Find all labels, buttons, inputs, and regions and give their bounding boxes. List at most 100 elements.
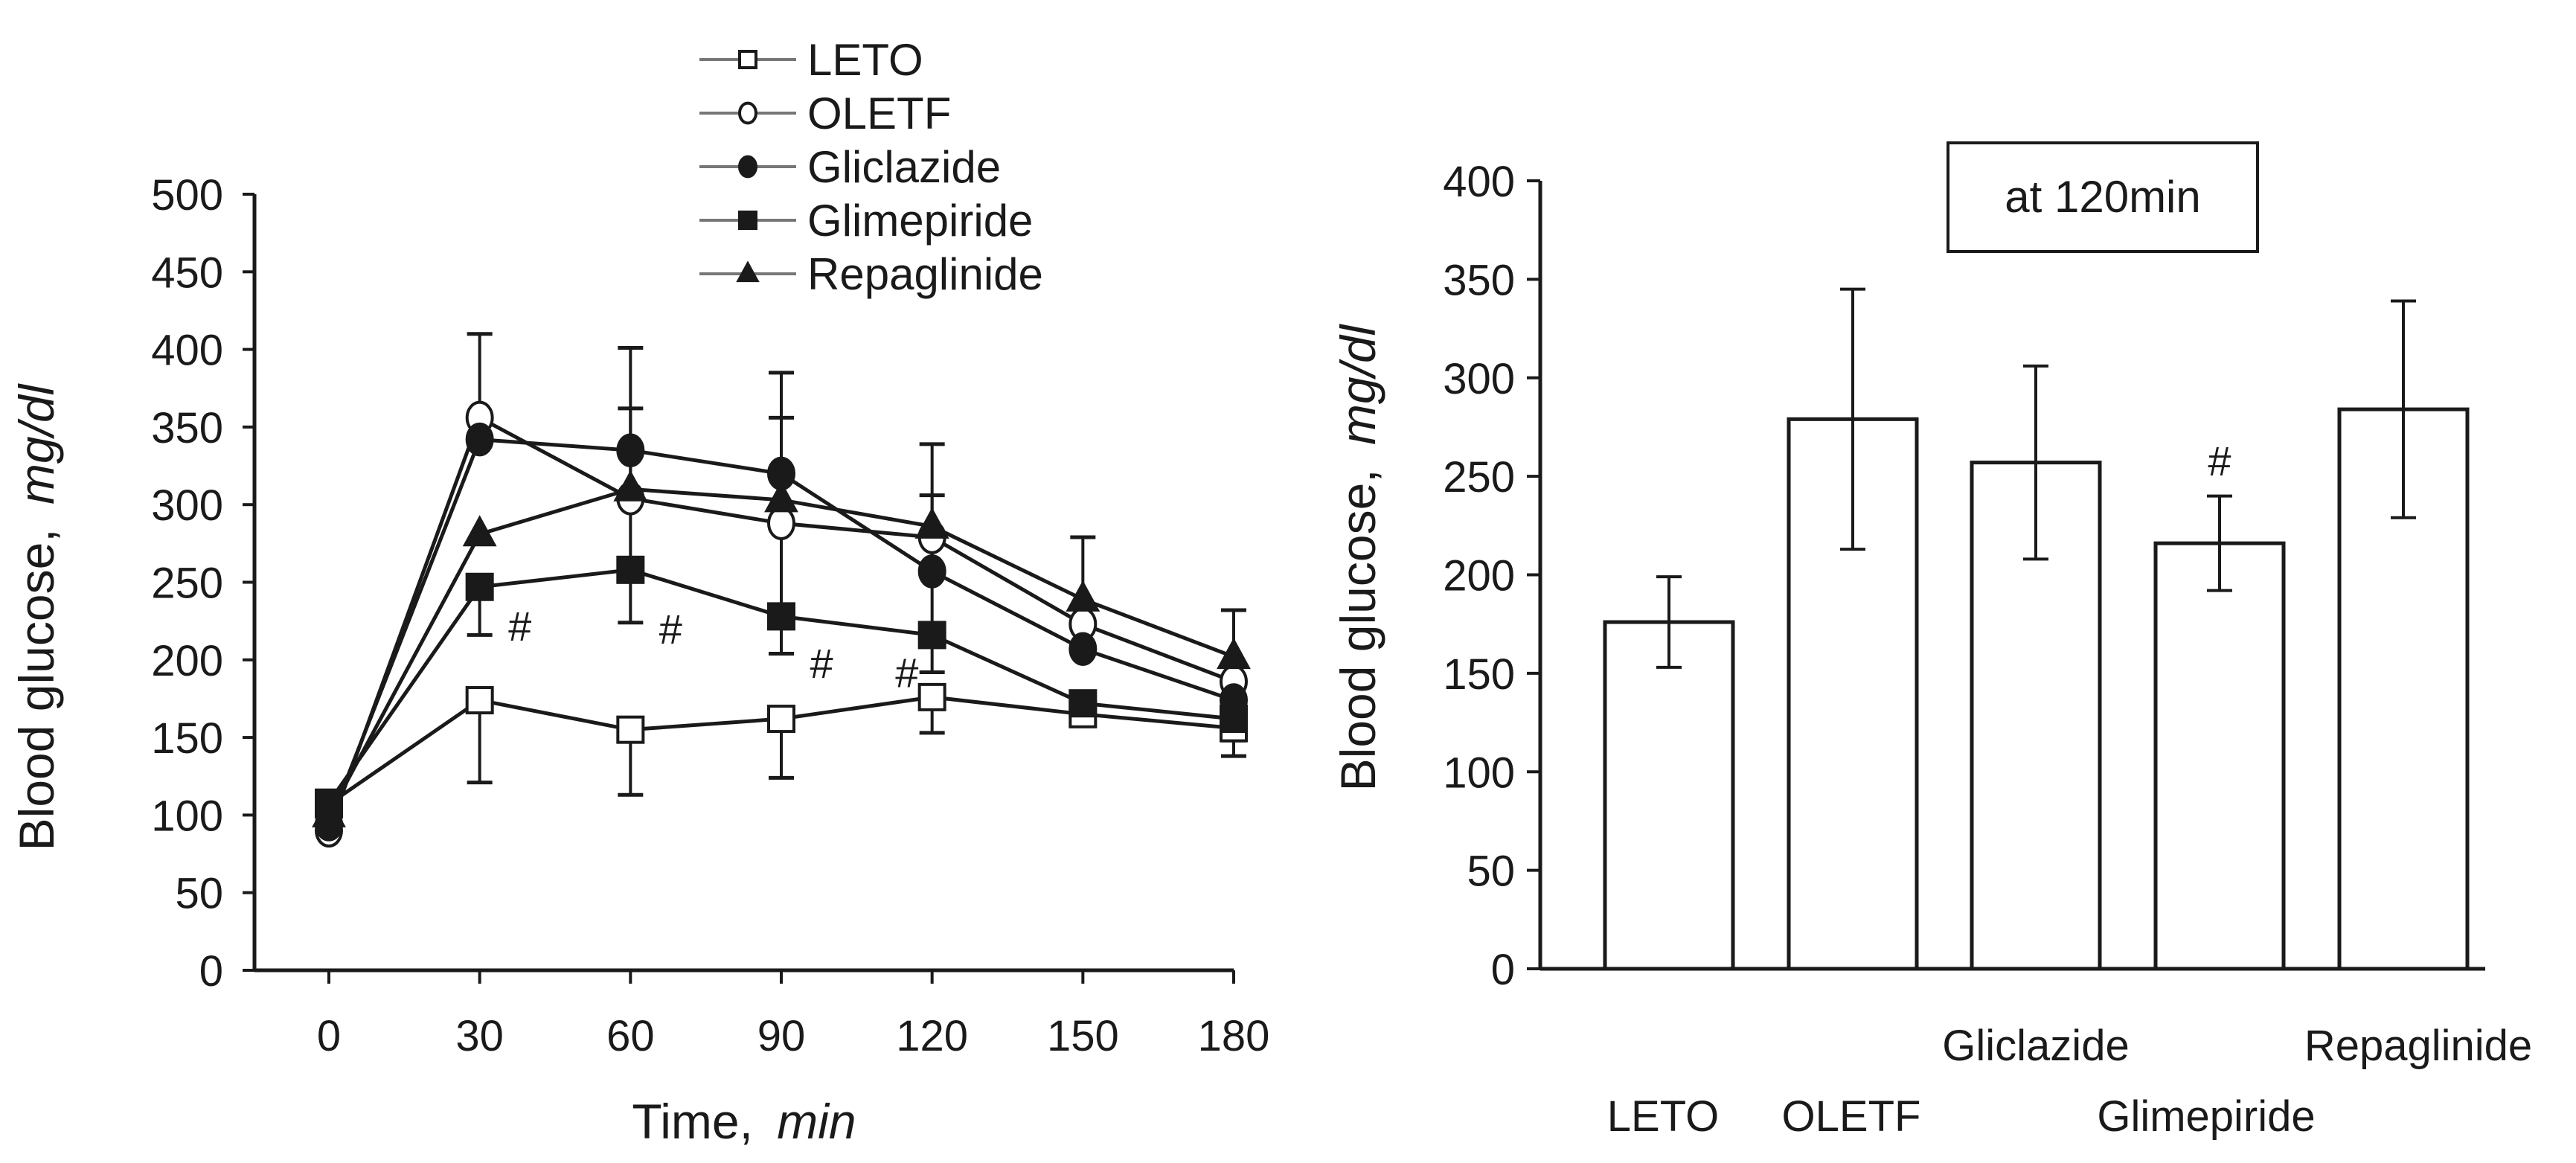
category-label-leto: LETO	[1607, 1092, 1719, 1141]
marker-square-filled	[616, 555, 645, 584]
marker-square-filled	[1068, 689, 1098, 718]
marker-square-filled	[917, 621, 946, 650]
bars-group	[1603, 287, 2470, 971]
marker-square-open	[767, 705, 795, 734]
category-label-oletf: OLETF	[1782, 1092, 1921, 1141]
left-y-tick-label: 350	[151, 404, 223, 452]
marker-circle-filled	[917, 554, 946, 589]
marker-square-filled	[767, 602, 795, 631]
left-y-tick-label: 450	[151, 249, 223, 297]
left-x-axis-title: Time, min	[632, 1094, 856, 1149]
right-y-axis-title-unit: mg/dl	[1330, 323, 1385, 445]
legend-label: OLETF	[807, 89, 951, 138]
left-x-ticks: 0 30 60 90 120 150 180	[317, 970, 1269, 1060]
marker-square-filled	[1220, 705, 1248, 734]
marker-circle-open	[767, 506, 795, 540]
right-y-tick-label: 200	[1443, 552, 1515, 600]
right-y-tick-label: 300	[1443, 355, 1515, 403]
left-x-tick-label: 90	[757, 1012, 806, 1060]
bar-leto	[1603, 575, 1735, 971]
left-y-tick-label: 100	[151, 792, 223, 840]
right-y-tick-label: 50	[1467, 848, 1515, 896]
legend: LETOOLETFGliclazideGlimepirideRepaglinid…	[699, 35, 1043, 299]
marker-triangle-filled	[764, 481, 798, 513]
series-markers-repaglinide	[312, 470, 1251, 827]
left-y-tick-label: 500	[151, 171, 223, 220]
right-y-axis-title-text: Blood glucose,	[1330, 469, 1385, 791]
category-label-gliclazide: Gliclazide	[1942, 1022, 2129, 1070]
marker-square-filled	[738, 211, 757, 230]
marker-triangle-filled	[1066, 580, 1100, 612]
marker-square-filled	[465, 572, 494, 601]
legend-item-repaglinide: Repaglinide	[699, 249, 1043, 299]
legend-label: Repaglinide	[807, 249, 1043, 299]
category-labels: LETO OLETF Gliclazide Glimepiride Repaglinid…	[1607, 1022, 2532, 1141]
left-x-axis-title-unit: min	[777, 1094, 856, 1149]
left-y-tick-label: 400	[151, 327, 223, 375]
marker-triangle-filled	[1217, 638, 1251, 670]
inset-label-box: at 120min	[1947, 141, 2259, 253]
bar-gliclazide	[1970, 364, 2102, 971]
category-label-glimepiride: Glimepiride	[2097, 1092, 2315, 1141]
left-annotations: # # # #	[508, 603, 918, 696]
bar-oletf	[1787, 287, 1919, 971]
left-axes	[252, 194, 1234, 973]
marker-triangle-filled	[462, 515, 497, 547]
right-y-tick-label: 250	[1443, 453, 1515, 502]
error-bars-glimepiride	[467, 406, 1246, 758]
series-markers-glimepiride	[315, 555, 1248, 817]
legend-label: LETO	[807, 35, 923, 85]
bar-chart: 0 50 100 150 200 250 300 350 400 LETO OLETF Glicla…	[1330, 141, 2532, 1141]
error-bars-oletf	[467, 332, 1246, 682]
legend-label: Glimepiride	[807, 196, 1033, 246]
left-x-tick-label: 60	[606, 1012, 655, 1060]
marker-triangle-filled	[613, 470, 648, 502]
bar-glimepiride	[2153, 494, 2286, 971]
right-y-tick-label: 400	[1443, 158, 1515, 206]
left-series-group	[312, 332, 1251, 848]
right-y-tick-label: 0	[1491, 946, 1515, 994]
left-y-tick-label: 200	[151, 637, 223, 685]
significance-marker: #	[2208, 438, 2231, 484]
left-y-ticks: 0 50 100 150 200 250 300 350 400 450 500	[151, 171, 254, 996]
significance-marker: #	[810, 640, 833, 687]
marker-circle-filled	[738, 155, 757, 179]
left-y-tick-label: 50	[175, 870, 223, 918]
left-x-tick-label: 150	[1047, 1012, 1119, 1060]
bar-rect	[1603, 620, 1735, 971]
right-y-ticks: 0 50 100 150 200 250 300 350 400	[1443, 158, 1540, 994]
left-x-tick-label: 120	[896, 1012, 968, 1060]
line-chart: 0 50 100 150 200 250 300 350 400 450 500 0 30 60 90 12…	[9, 35, 1269, 1149]
legend-item-oletf: OLETF	[699, 89, 951, 138]
legend-label: Gliclazide	[807, 142, 1001, 192]
right-y-tick-label: 350	[1443, 256, 1515, 304]
marker-square-open	[738, 50, 757, 69]
legend-item-glimepiride: Glimepiride	[699, 196, 1033, 246]
left-y-tick-label: 150	[151, 714, 223, 763]
marker-circle-open	[738, 101, 757, 125]
legend-item-leto: LETO	[699, 35, 923, 85]
marker-circle-filled	[465, 422, 494, 457]
marker-square-open	[465, 686, 494, 715]
right-y-tick-label: 150	[1443, 650, 1515, 699]
right-annotations: #	[2208, 438, 2231, 484]
left-x-tick-label: 30	[455, 1012, 504, 1060]
category-label-repaglinide: Repaglinide	[2304, 1022, 2532, 1070]
marker-square-open	[616, 715, 645, 744]
legend-item-gliclazide: Gliclazide	[699, 142, 1001, 192]
marker-circle-filled	[616, 433, 645, 467]
right-y-tick-label: 100	[1443, 749, 1515, 797]
bar-repaglinide	[2337, 299, 2470, 971]
inset-label: at 120min	[2005, 172, 2201, 222]
marker-square-open	[917, 682, 946, 711]
bar-rect	[2153, 541, 2286, 971]
series-markers-gliclazide	[315, 422, 1248, 842]
left-y-tick-label: 0	[199, 947, 223, 996]
left-x-axis-title-text: Time,	[632, 1094, 753, 1149]
left-y-tick-label: 300	[151, 481, 223, 530]
error-bars-leto	[467, 696, 1246, 797]
significance-marker: #	[659, 606, 682, 653]
marker-triangle-filled	[914, 507, 949, 539]
left-x-tick-label: 0	[317, 1012, 341, 1060]
